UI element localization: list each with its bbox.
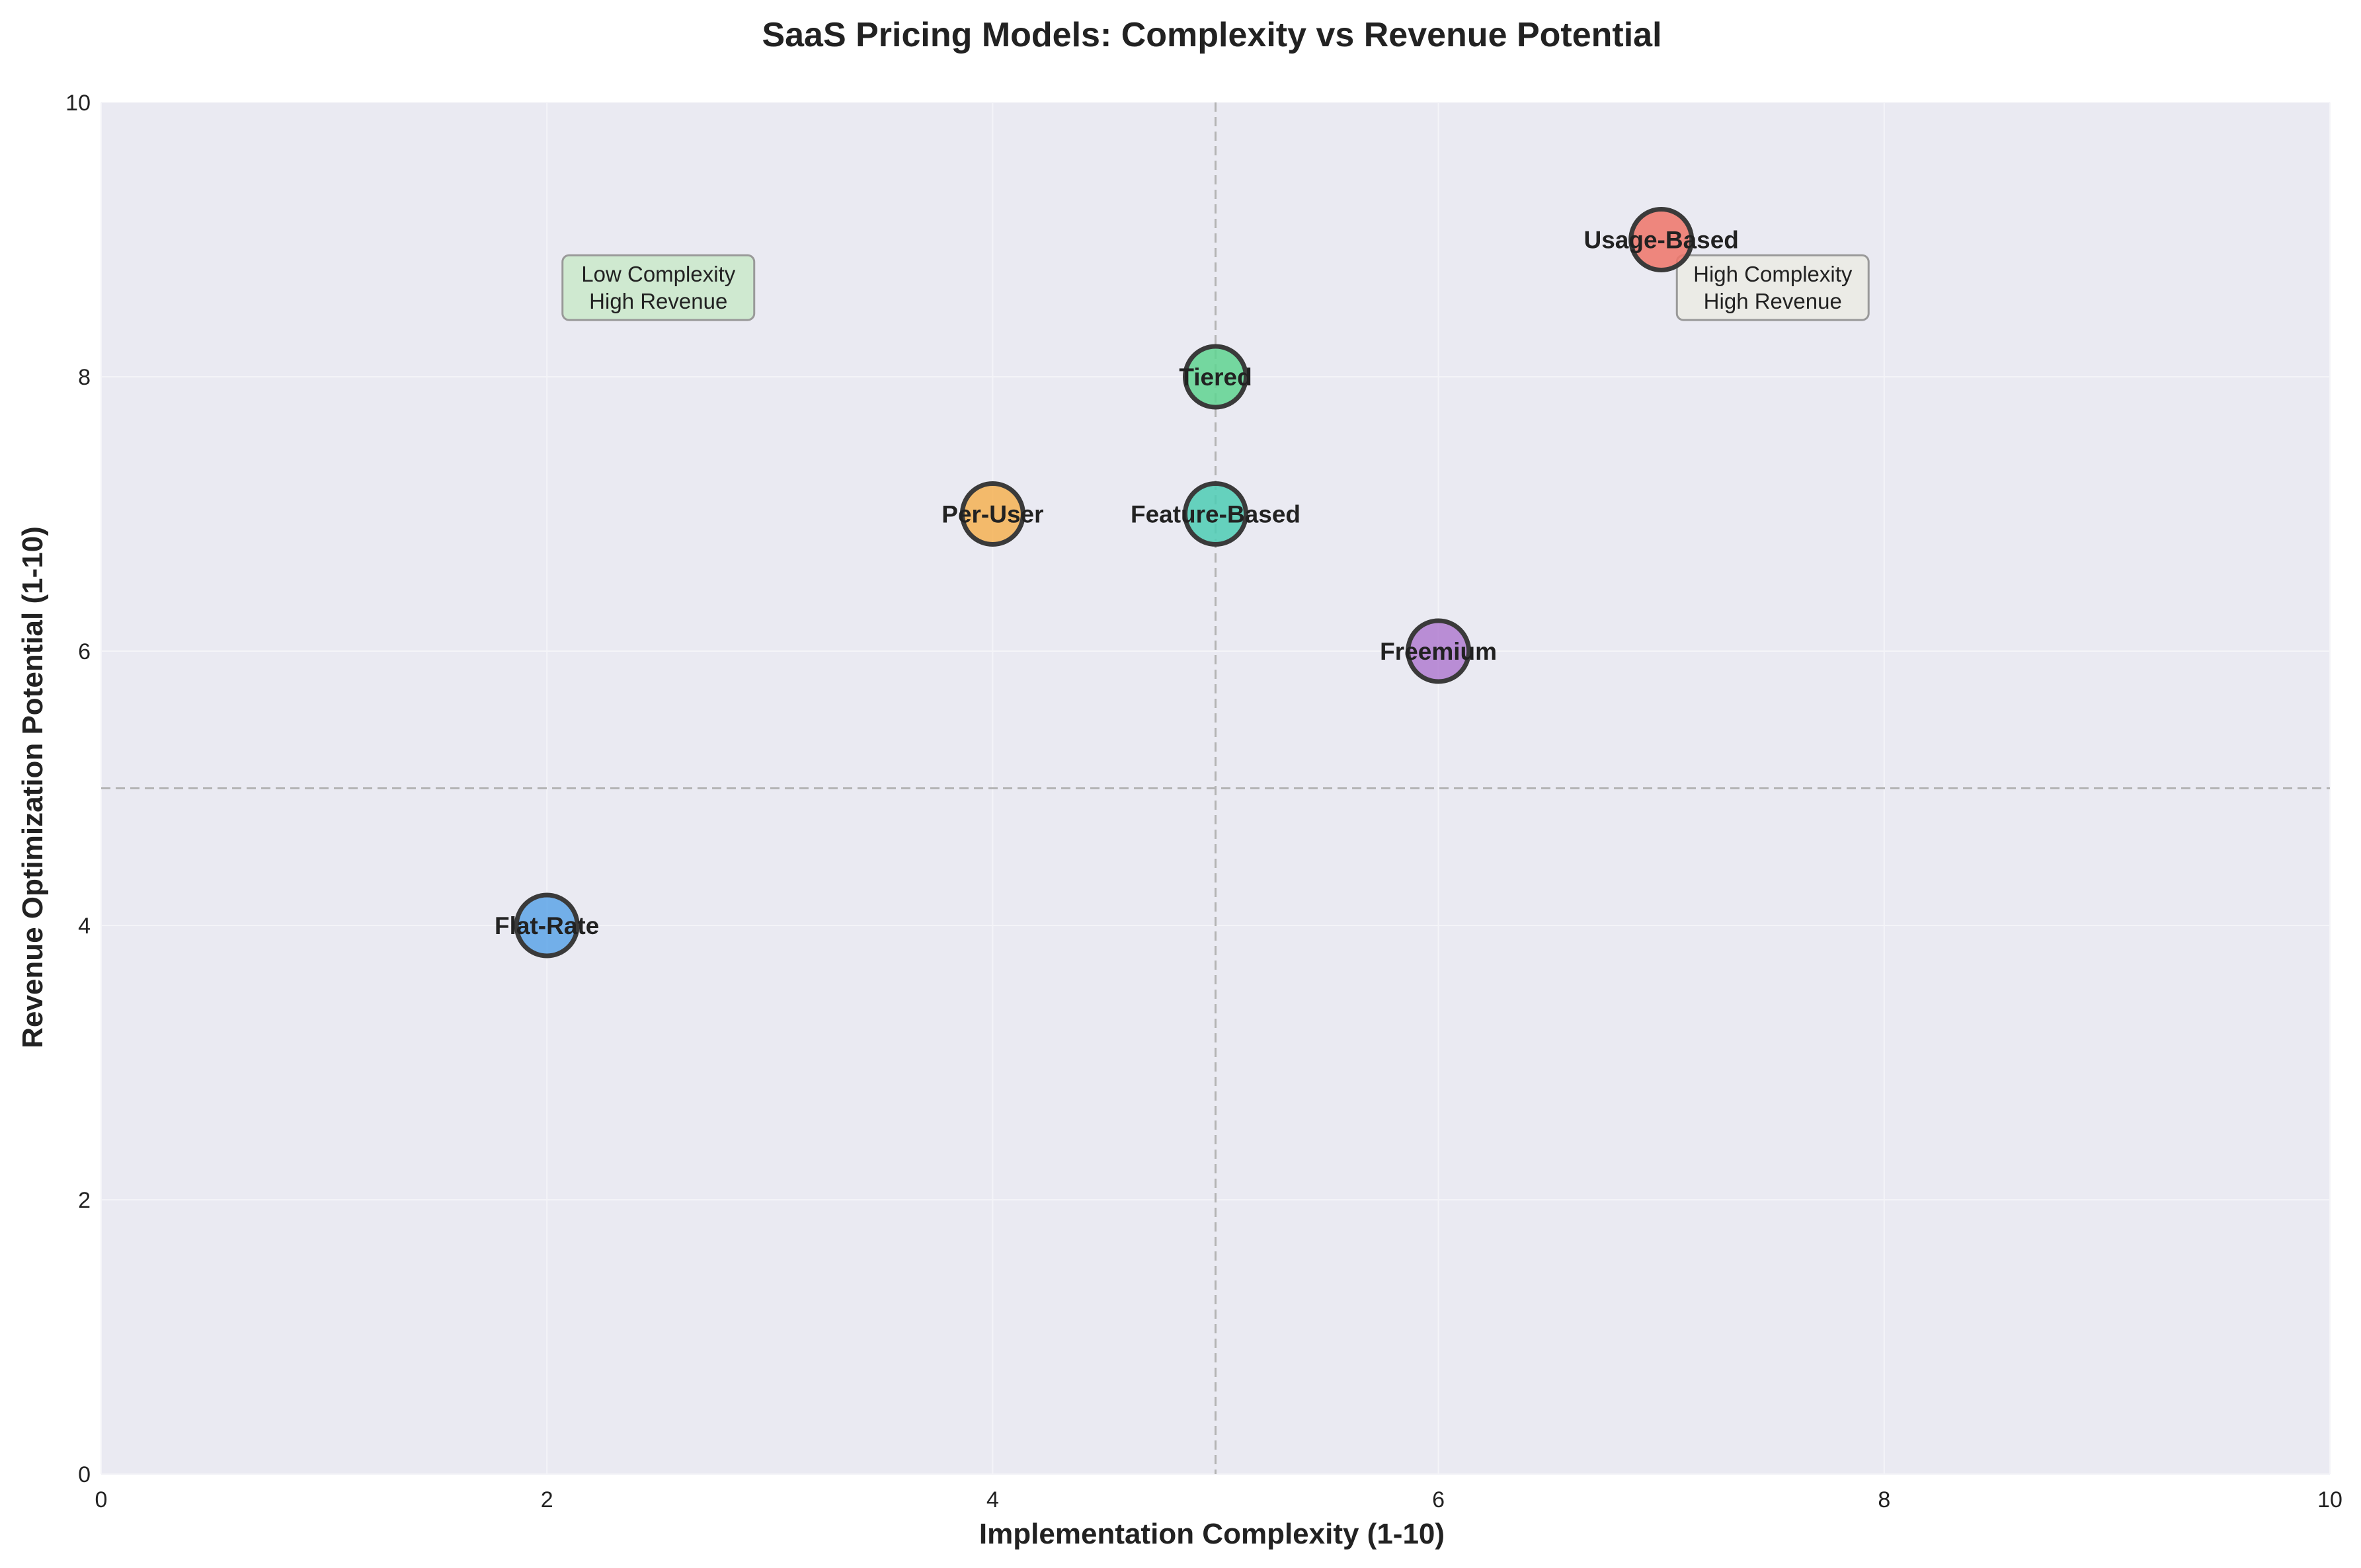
data-point [959, 481, 1025, 547]
data-point [1183, 481, 1248, 547]
chart-title: SaaS Pricing Models: Complexity vs Reven… [762, 16, 1661, 54]
x-tick-label: 4 [986, 1487, 999, 1512]
y-tick-label: 10 [65, 91, 91, 116]
data-point [1628, 207, 1695, 272]
point-label: Tiered [1179, 364, 1252, 391]
x-tick-label: 0 [95, 1487, 108, 1512]
data-point [1406, 618, 1472, 684]
annotation-text: High Complexity [1693, 262, 1853, 286]
y-tick-label: 8 [78, 365, 91, 390]
x-tick-label: 10 [2317, 1487, 2342, 1512]
y-tick-label: 2 [78, 1188, 91, 1213]
reference-lines [101, 102, 2330, 1474]
point-label: Feature-Based [1131, 501, 1301, 528]
quadrant-annotations: Low Complexity High Revenue High Complexit… [561, 254, 1870, 321]
annotation-box [1675, 254, 1870, 321]
y-tick-label: 6 [78, 639, 91, 664]
data-point [514, 892, 580, 959]
annotation-text: Low Complexity [581, 262, 735, 286]
y-tick-label: 0 [78, 1462, 91, 1487]
tick-labels: 0 2 4 6 8 10 0 2 4 6 8 10 [65, 91, 2342, 1512]
y-axis-title: Revenue Optimization Potential (1-10) [17, 526, 49, 1048]
point-label: Flat-Rate [495, 912, 599, 939]
annotation-box [561, 254, 756, 321]
point-labels: Flat-Rate Per-User Tiered Feature-Based Free… [495, 227, 1739, 940]
x-axis-title: Implementation Complexity (1-10) [979, 1518, 1445, 1550]
point-label: Freemium [1380, 638, 1497, 665]
point-label: Usage-Based [1583, 227, 1738, 254]
annotation-text: High Revenue [589, 289, 727, 313]
point-label: Per-User [941, 501, 1043, 528]
y-tick-label: 4 [78, 914, 91, 939]
x-tick-label: 2 [541, 1487, 553, 1512]
x-tick-label: 8 [1878, 1487, 1890, 1512]
data-point [1183, 344, 1248, 410]
annotation-text: High Revenue [1704, 289, 1842, 313]
x-tick-label: 6 [1432, 1487, 1445, 1512]
data-points [514, 207, 1695, 959]
